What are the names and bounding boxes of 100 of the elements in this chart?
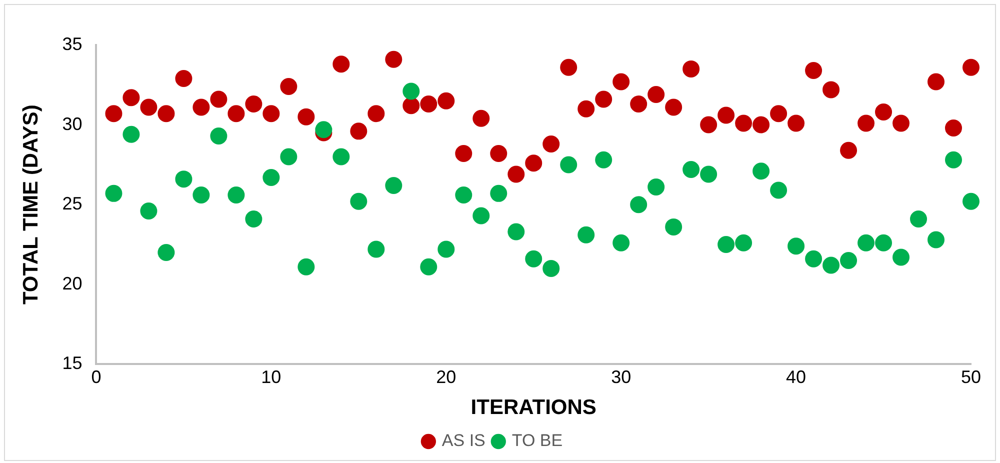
point: [788, 238, 805, 255]
x-tick-label: 20: [436, 366, 456, 387]
point: [332, 148, 350, 166]
point: [612, 73, 630, 90]
point: [192, 186, 210, 204]
point: [560, 156, 578, 174]
point: [858, 234, 875, 252]
point: [665, 98, 682, 116]
point: [928, 231, 945, 248]
point: [788, 114, 805, 132]
point: [508, 166, 525, 183]
point: [770, 105, 788, 122]
point: [350, 122, 368, 140]
point: [105, 105, 122, 122]
point: [560, 58, 578, 76]
point: [368, 240, 385, 258]
point: [210, 90, 228, 108]
point: [840, 142, 858, 159]
point: [542, 260, 560, 277]
point: [490, 184, 508, 202]
point: [822, 81, 840, 98]
point: [682, 160, 700, 178]
legend-label: AS IS: [442, 431, 486, 450]
point: [648, 86, 665, 103]
x-tick-label: 10: [261, 366, 282, 387]
point: [455, 145, 472, 162]
point: [962, 192, 980, 210]
point: [928, 73, 945, 90]
y-tick-label: 35: [62, 34, 82, 54]
point: [735, 114, 752, 132]
x-tick-label: 50: [960, 366, 982, 387]
point: [402, 97, 420, 114]
point: [122, 89, 140, 106]
point: [525, 250, 542, 268]
point: [175, 170, 192, 188]
point: [420, 96, 438, 113]
point: [595, 151, 612, 168]
point: [262, 168, 280, 186]
point: [682, 60, 700, 78]
y-tick-label: 30: [62, 114, 82, 134]
point: [158, 244, 175, 261]
point: [630, 96, 648, 113]
y-tick-label: 25: [62, 194, 82, 214]
point: [945, 151, 962, 168]
point: [578, 100, 595, 118]
x-tick-label: 0: [91, 366, 102, 387]
point: [718, 236, 735, 253]
point: [332, 56, 350, 73]
legend-label: TO BE: [512, 431, 563, 450]
point: [420, 258, 438, 276]
y-tick-label: 15: [62, 353, 82, 374]
point: [245, 96, 262, 113]
point: [158, 105, 175, 122]
point: [402, 82, 420, 100]
point: [508, 223, 525, 240]
point: [525, 154, 542, 172]
point: [700, 116, 718, 134]
point: [175, 70, 192, 88]
point: [648, 178, 665, 196]
point: [875, 104, 892, 121]
point: [718, 106, 735, 124]
point: [805, 250, 822, 268]
point: [455, 186, 472, 204]
point: [315, 121, 332, 138]
point: [228, 186, 245, 204]
point: [630, 196, 648, 214]
point: [210, 127, 228, 144]
point: [262, 105, 280, 122]
point: [472, 110, 490, 127]
point: [752, 116, 770, 134]
point: [140, 202, 158, 220]
point: [368, 105, 385, 122]
point: [105, 184, 122, 202]
point: [945, 119, 962, 136]
point: [298, 108, 315, 126]
point: [700, 166, 718, 183]
point: [438, 92, 455, 110]
point: [228, 105, 245, 122]
point: [490, 145, 508, 162]
point: [910, 210, 928, 228]
point: [735, 234, 752, 252]
point: [542, 135, 560, 152]
point: [612, 234, 630, 252]
point: [858, 114, 875, 132]
x-axis-title: ITERATIONS: [470, 396, 596, 420]
point: [595, 90, 612, 108]
point: [892, 114, 910, 132]
point: [245, 210, 262, 228]
y-tick-label: 20: [62, 273, 82, 294]
point: [385, 50, 402, 68]
x-tick-label: 30: [611, 366, 632, 387]
point: [822, 256, 840, 274]
point: [840, 252, 858, 269]
x-tick-label: 40: [786, 366, 806, 387]
point: [665, 218, 682, 236]
point: [350, 192, 368, 210]
point: [892, 248, 910, 266]
point: [962, 58, 980, 76]
point: [122, 126, 140, 143]
point: [438, 240, 455, 258]
